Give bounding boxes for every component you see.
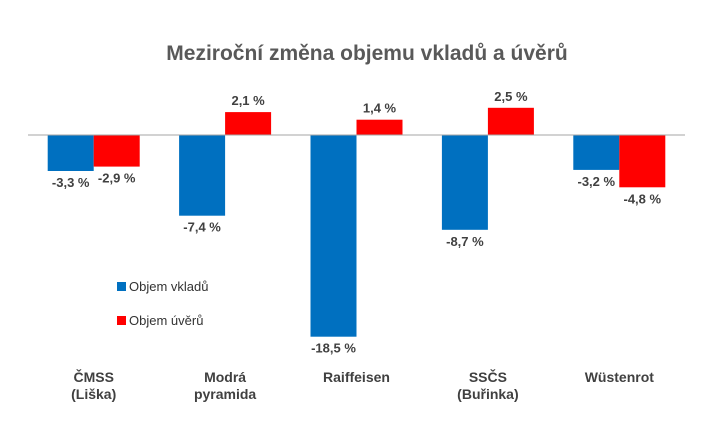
bar-s2-2 xyxy=(225,112,272,135)
bar-s1-1 xyxy=(47,135,94,171)
bar-s1-2 xyxy=(179,135,226,216)
legend-swatch-2 xyxy=(117,316,126,325)
bars-layer xyxy=(47,107,666,337)
category-label-3-1: Raiffeisen xyxy=(323,369,390,385)
data-label-s1-4: -8,7 % xyxy=(446,234,484,249)
bar-s2-4 xyxy=(487,107,534,136)
data-label-s2-1: -2,9 % xyxy=(98,171,136,186)
data-labels-layer: -3,3 % -2,9 % -7,4 % 2,1 % -18,5 % 1,4 % -8,7 … xyxy=(52,89,662,356)
legend-label-2: Objem úvěrů xyxy=(129,313,203,328)
bar-s2-5 xyxy=(619,135,666,188)
bar-s2-3 xyxy=(356,119,403,135)
bar-s1-5 xyxy=(573,135,620,170)
category-label-1-1: ČMSS xyxy=(73,368,113,385)
category-label-2-2: pyramida xyxy=(194,386,256,402)
data-label-s2-4: 2,5 % xyxy=(494,89,528,104)
legend-swatch-1 xyxy=(117,282,126,291)
category-label-2-1: Modrá xyxy=(204,369,246,385)
category-label-1-2: (Liška) xyxy=(71,386,116,402)
bar-s1-3 xyxy=(310,135,357,337)
data-label-s2-5: -4,8 % xyxy=(624,191,662,206)
data-label-s1-5: -3,2 % xyxy=(578,174,616,189)
data-label-s2-3: 1,4 % xyxy=(363,101,397,116)
category-label-4-1: SSČS xyxy=(469,368,507,385)
category-label-4-2: (Buřinka) xyxy=(457,386,518,402)
data-label-s2-2: 2,1 % xyxy=(231,93,265,108)
legend-label-1: Objem vkladů xyxy=(129,279,208,294)
bar-s1-4 xyxy=(441,135,488,230)
data-label-s1-3: -18,5 % xyxy=(311,341,356,356)
chart-title: Meziroční změna objemu vkladů a úvěrů xyxy=(166,42,567,65)
data-label-s1-1: -3,3 % xyxy=(52,175,90,190)
legend: Objem vkladů Objem úvěrů xyxy=(117,279,208,328)
bar-s2-1 xyxy=(93,135,140,167)
category-label-5-1: Wüstenrot xyxy=(585,369,655,385)
data-label-s1-2: -7,4 % xyxy=(183,220,221,235)
